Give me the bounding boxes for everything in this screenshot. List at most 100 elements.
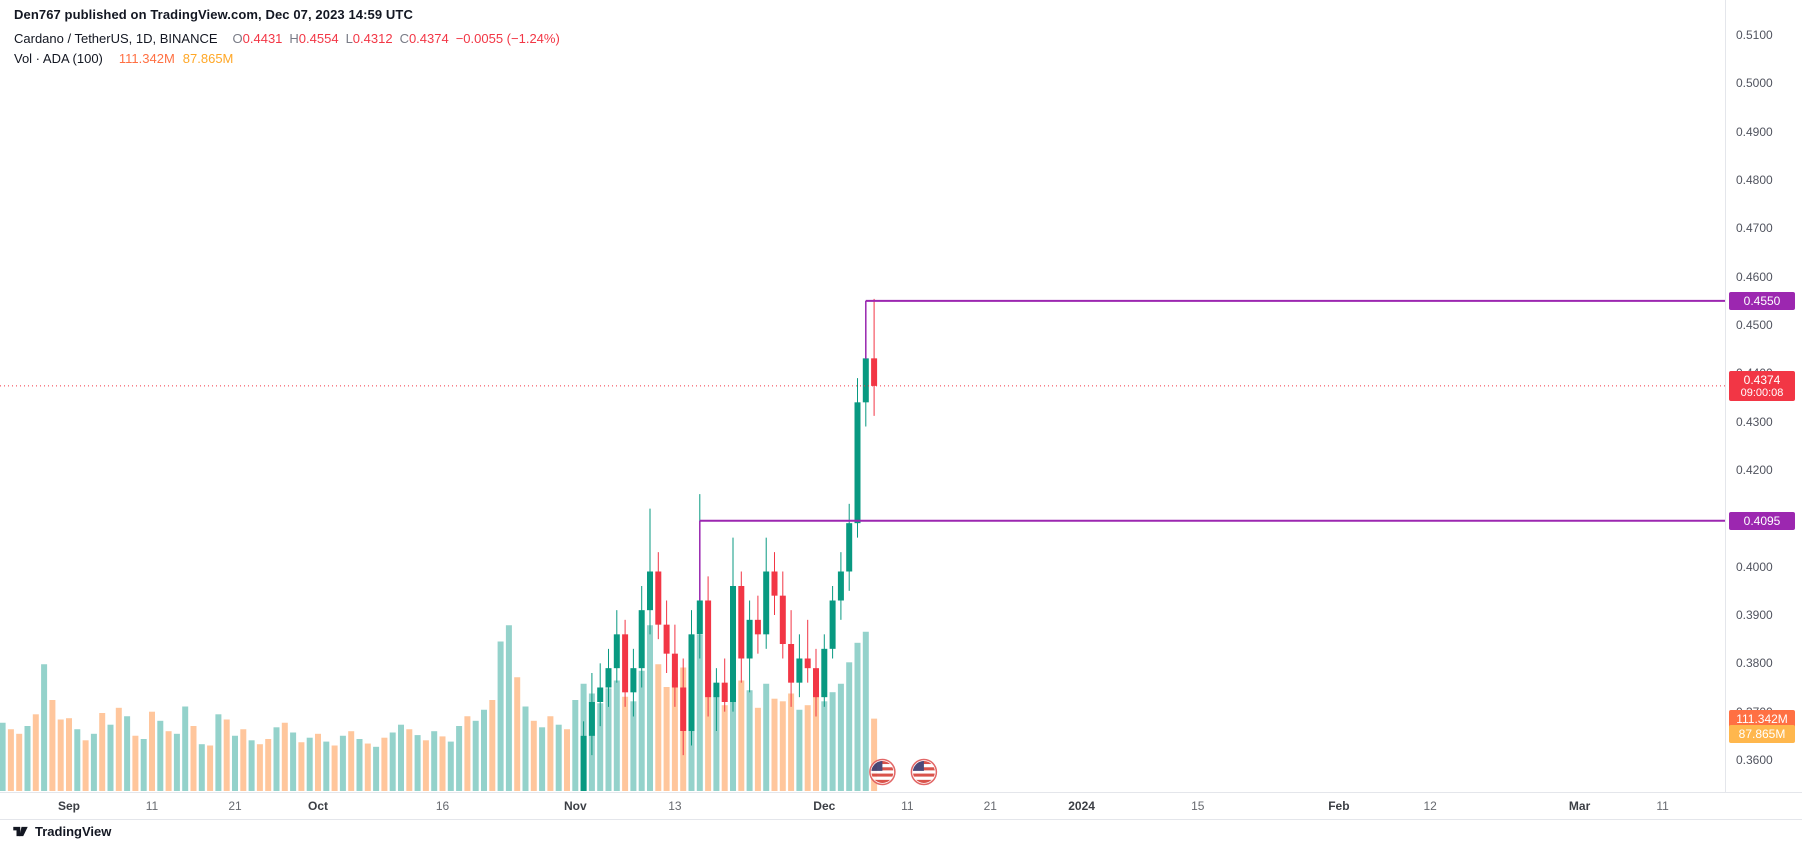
candle [804, 619, 811, 683]
volume-bar [431, 731, 438, 791]
volume-bar [398, 724, 404, 791]
close-label: C [399, 31, 409, 46]
price-axis-label: 0.4700 [1736, 221, 1773, 236]
volume-bar [140, 739, 147, 791]
volume-bar [638, 670, 645, 791]
volume-bar [754, 707, 761, 791]
volume-bar [655, 664, 662, 791]
volume-bar [232, 735, 238, 791]
volume-bar [16, 733, 23, 791]
volume-bar [190, 726, 197, 791]
candle [721, 658, 728, 712]
price-axis-label: 0.4800 [1736, 172, 1773, 187]
candle [854, 378, 861, 538]
volume-bar [315, 733, 321, 791]
low-label: L [345, 31, 353, 46]
price-axis-label: 0.5100 [1736, 28, 1773, 42]
volume-bar [99, 713, 106, 791]
symbol-legend-row[interactable]: Cardano / TetherUS, 1D, BINANCE O0.4431 H0… [14, 31, 560, 46]
volume-bar [796, 709, 803, 791]
volume-bar [198, 744, 205, 791]
price-axis-label: 0.5000 [1736, 76, 1773, 91]
time-axis[interactable]: Sep 11 21 Oct 16 Nov 13 Dec 11 21 2024 15 Feb 12 Mar 11 [0, 792, 1802, 820]
candle [622, 619, 629, 707]
volume-bar [240, 729, 247, 791]
volume-bar [837, 683, 844, 791]
volume-bar [24, 726, 31, 791]
level-4550-badge: 0.4550 [1729, 291, 1795, 310]
volume-bar [331, 745, 338, 791]
open-label: O [232, 31, 243, 46]
volume-bar [738, 680, 745, 791]
volume-bar [57, 719, 64, 791]
volume-indicator-title: Vol · ADA (100) [14, 51, 103, 66]
volume-bar [829, 692, 836, 791]
us-flag-event-icon[interactable] [869, 758, 896, 786]
volume-legend-row[interactable]: Vol · ADA (100) 111.342M 87.865M [14, 51, 560, 66]
close-value: 0.4374 [408, 31, 449, 46]
volume-bar [223, 719, 230, 791]
price-axis-label: 0.4200 [1736, 462, 1773, 477]
time-axis-label: Dec [813, 799, 836, 813]
volume-pane [0, 625, 878, 791]
volume-bar [489, 700, 496, 791]
candle [754, 595, 761, 654]
tradingview-logo[interactable]: TradingView [12, 823, 111, 840]
price-axis[interactable]: 0.5100 0.5000 0.4900 0.4800 0.4700 0.4600 0.45… [1725, 0, 1802, 792]
volume-bar [713, 694, 720, 791]
volume-bar [182, 706, 189, 791]
candle [605, 648, 612, 707]
horizontal-ray-drawing[interactable] [865, 299, 1725, 359]
time-axis-label: 21 [228, 799, 242, 813]
volume-bar [788, 693, 795, 791]
volume-bar [215, 714, 222, 791]
volume-bar [356, 739, 363, 791]
volume-bar [265, 739, 272, 791]
volume-bar [306, 737, 313, 791]
candle [746, 600, 753, 693]
volume-bar [173, 733, 180, 791]
candle [688, 610, 695, 746]
publish-attribution: Den767 published on TradingView.com, Dec… [14, 7, 413, 22]
us-flag-event-icon[interactable] [910, 758, 938, 786]
time-axis-label: 13 [668, 799, 682, 813]
volume-bar [82, 740, 89, 791]
candle [763, 537, 770, 649]
volume-bar [107, 724, 114, 791]
volume-bar [813, 696, 819, 791]
horizontal-ray-drawing[interactable] [699, 519, 1725, 601]
candle [738, 571, 745, 683]
volume-bar [149, 711, 155, 791]
volume-bar [389, 732, 396, 791]
candle [713, 668, 720, 731]
volume-bar [339, 735, 346, 791]
volume-bar [348, 731, 355, 791]
volume-bar [7, 729, 14, 791]
high-label: H [289, 31, 299, 46]
candle [871, 298, 878, 416]
volume-bar [41, 664, 48, 791]
volume-bar [605, 688, 612, 791]
volume-bar [49, 700, 56, 791]
tradingview-logo-icon [13, 826, 28, 837]
candle [638, 585, 645, 688]
volume-bar [447, 741, 454, 791]
volume-bar [281, 722, 288, 791]
price-axis-label: 0.4300 [1736, 414, 1773, 429]
volume-bar [630, 701, 637, 791]
high-value: 0.4554 [298, 31, 339, 46]
volume-bar [522, 706, 529, 791]
time-axis-label: 16 [435, 799, 450, 813]
candle [630, 648, 637, 717]
current-price-badge: 0.4374 09:00:08 [1729, 370, 1795, 401]
time-axis-label: 12 [1423, 799, 1437, 813]
volume-bar [530, 720, 537, 791]
candle [647, 508, 653, 635]
volume-bar [721, 705, 728, 791]
volume-bar [804, 705, 811, 791]
volume-bar [464, 716, 471, 791]
volume-bar [290, 732, 297, 791]
candle [788, 610, 795, 707]
volume-bar [165, 731, 172, 791]
